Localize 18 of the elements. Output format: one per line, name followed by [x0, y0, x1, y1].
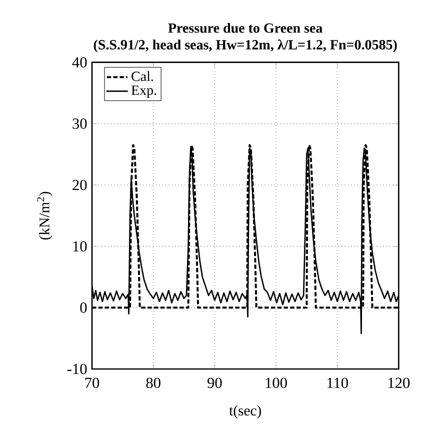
x-tick-label: 120	[388, 378, 410, 388]
x-tick-label: 110	[327, 378, 348, 388]
chart-subtitle: (S.S.91/2, head seas, Hw=12m, λ/L=1.2, Fn=0.0585)	[94, 39, 397, 52]
y-tick-label: -10	[67, 364, 87, 374]
y-axis-title: (kN/m$^{2}$)	[37, 192, 52, 240]
y-tick-label: 30	[72, 118, 87, 129]
x-tick-label: 80	[146, 378, 160, 388]
y-tick-label: 20	[72, 180, 87, 190]
y-tick-label: 10	[73, 241, 87, 252]
x-tick-label: 70	[85, 378, 100, 388]
x-axis-title: t(sec)	[229, 405, 261, 419]
legend-label: Cal.	[132, 71, 154, 82]
x-tick-label: 100	[266, 378, 287, 388]
x-tick-label: 90	[208, 378, 222, 388]
y-tick-label: 40	[72, 57, 87, 68]
y-tick-label: 0	[80, 302, 87, 313]
chart-title: Pressure due to Green sea	[168, 22, 322, 33]
legend-label: Exp.	[131, 86, 156, 98]
